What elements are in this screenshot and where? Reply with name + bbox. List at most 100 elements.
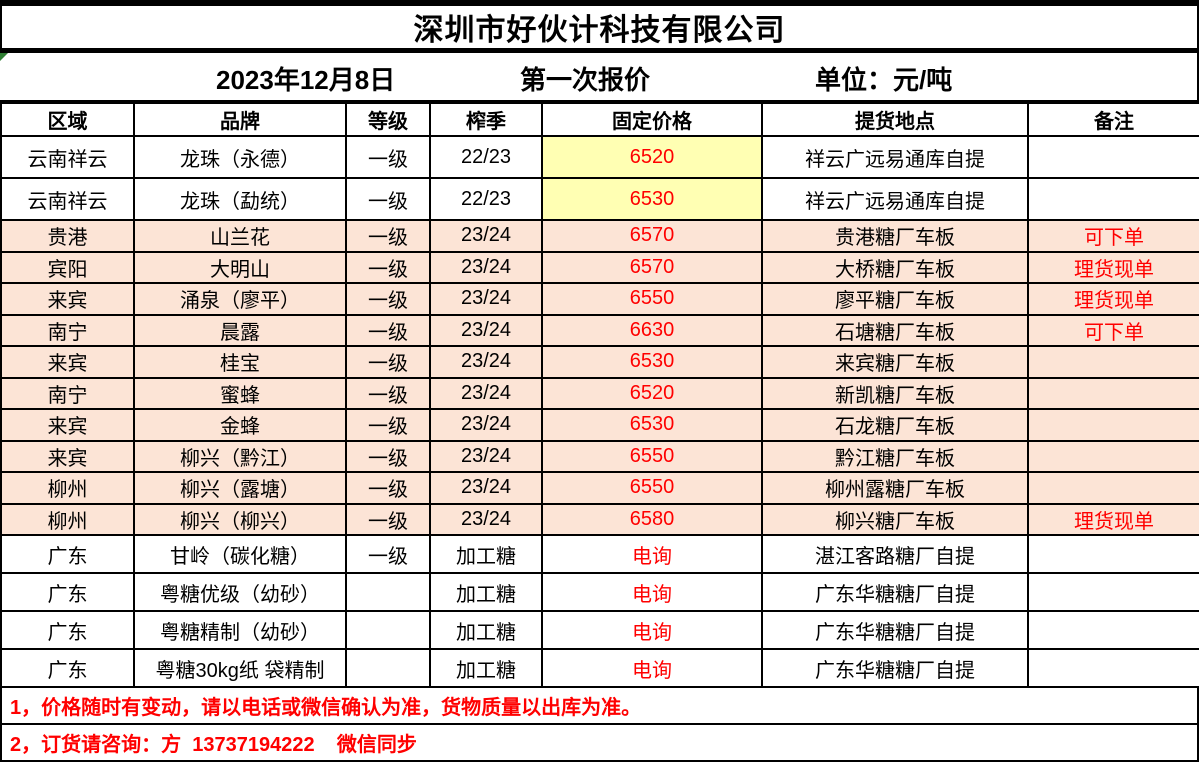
price-row: 柳州 柳兴（露塘） 一级 23/24 6550 柳州露糖厂车板 xyxy=(0,471,1199,505)
remark-cell xyxy=(1027,534,1199,574)
price-row: 广东 粤糖优级（幼砂） 加工糖 电询 广东华糖糖厂自提 xyxy=(0,572,1199,612)
price-cell: 6570 xyxy=(541,219,763,253)
brand-cell: 粤糖30kg纸 袋精制 xyxy=(133,648,347,688)
brand-cell: 涌泉（廖平） xyxy=(133,282,347,316)
region-cell: 广东 xyxy=(0,572,135,612)
grade-cell: 一级 xyxy=(345,439,431,473)
region-cell: 广东 xyxy=(0,534,135,574)
remark-cell: 理货现单 xyxy=(1027,282,1199,316)
region-cell: 来宾 xyxy=(0,282,135,316)
price-table: 区域 品牌 等级 榨季 固定价格 提货地点 备注 云南祥云 龙珠（永德） 一级 22/… xyxy=(0,102,1199,688)
company-title-row: 深圳市好伙计科技有限公司 xyxy=(0,6,1199,48)
remark-cell xyxy=(1027,376,1199,410)
price-row: 广东 粤糖精制（幼砂） 加工糖 电询 广东华糖糖厂自提 xyxy=(0,610,1199,650)
season-cell: 加工糖 xyxy=(429,534,543,574)
grade-cell: 一级 xyxy=(345,471,431,505)
pickup-cell: 来宾糖厂车板 xyxy=(761,345,1029,379)
price-row: 来宾 桂宝 一级 23/24 6530 来宾糖厂车板 xyxy=(0,345,1199,379)
unit-label: 单位：元/吨 xyxy=(815,65,953,95)
price-row: 广东 粤糖30kg纸 袋精制 加工糖 电询 广东华糖糖厂自提 xyxy=(0,648,1199,688)
region-cell: 广东 xyxy=(0,610,135,650)
price-row: 来宾 涌泉（廖平） 一级 23/24 6550 廖平糖厂车板 理货现单 xyxy=(0,282,1199,316)
brand-cell: 晨露 xyxy=(133,313,347,347)
quote-meta-row: 2023年12月8日 第一次报价 单位：元/吨 xyxy=(0,53,1199,102)
header-remark: 备注 xyxy=(1027,102,1199,137)
price-cell: 6550 xyxy=(541,439,763,473)
grade-cell: 一级 xyxy=(345,177,431,221)
remark-cell xyxy=(1027,135,1199,179)
grade-cell: 一级 xyxy=(345,250,431,284)
header-region: 区域 xyxy=(0,102,135,137)
header-grade: 等级 xyxy=(345,102,431,137)
remark-cell xyxy=(1027,345,1199,379)
region-cell: 宾阳 xyxy=(0,250,135,284)
season-cell: 23/24 xyxy=(429,376,543,410)
region-cell: 来宾 xyxy=(0,345,135,379)
remark-cell xyxy=(1027,572,1199,612)
region-cell: 柳州 xyxy=(0,502,135,536)
pickup-cell: 广东华糖糖厂自提 xyxy=(761,610,1029,650)
brand-cell: 粤糖精制（幼砂） xyxy=(133,610,347,650)
brand-cell: 甘岭（碳化糖） xyxy=(133,534,347,574)
region-cell: 云南祥云 xyxy=(0,135,135,179)
season-cell: 23/24 xyxy=(429,408,543,442)
region-cell: 贵港 xyxy=(0,219,135,253)
price-cell: 6630 xyxy=(541,313,763,347)
quote-round: 第一次报价 xyxy=(520,65,651,95)
price-row: 云南祥云 龙珠（勐统） 一级 22/23 6530 祥云广远易通库自提 xyxy=(0,177,1199,221)
price-cell: 6520 xyxy=(541,135,763,179)
region-cell: 来宾 xyxy=(0,408,135,442)
pickup-cell: 贵港糖厂车板 xyxy=(761,219,1029,253)
pickup-cell: 新凯糖厂车板 xyxy=(761,376,1029,410)
region-cell: 南宁 xyxy=(0,376,135,410)
remark-cell: 理货现单 xyxy=(1027,502,1199,536)
grade-cell: 一级 xyxy=(345,345,431,379)
price-cell: 电询 xyxy=(541,648,763,688)
grade-cell: 一级 xyxy=(345,135,431,179)
price-row: 广东 甘岭（碳化糖） 一级 加工糖 电询 湛江客路糖厂自提 xyxy=(0,534,1199,574)
header-season: 榨季 xyxy=(429,102,543,137)
grade-cell: 一级 xyxy=(345,219,431,253)
remark-cell xyxy=(1027,610,1199,650)
price-row: 宾阳 大明山 一级 23/24 6570 大桥糖厂车板 理货现单 xyxy=(0,250,1199,284)
brand-cell: 蜜蜂 xyxy=(133,376,347,410)
region-cell: 云南祥云 xyxy=(0,177,135,221)
grade-cell: 一级 xyxy=(345,408,431,442)
brand-cell: 桂宝 xyxy=(133,345,347,379)
company-title: 深圳市好伙计科技有限公司 xyxy=(413,14,786,47)
season-cell: 加工糖 xyxy=(429,610,543,650)
brand-cell: 粤糖优级（幼砂） xyxy=(133,572,347,612)
remark-cell xyxy=(1027,408,1199,442)
season-cell: 加工糖 xyxy=(429,572,543,612)
price-row: 来宾 柳兴（黔江） 一级 23/24 6550 黔江糖厂车板 xyxy=(0,439,1199,473)
region-cell: 来宾 xyxy=(0,439,135,473)
pickup-cell: 柳兴糖厂车板 xyxy=(761,502,1029,536)
price-cell: 6550 xyxy=(541,282,763,316)
header-price: 固定价格 xyxy=(541,102,763,137)
price-row: 来宾 金蜂 一级 23/24 6530 石龙糖厂车板 xyxy=(0,408,1199,442)
season-cell: 23/24 xyxy=(429,439,543,473)
price-row: 贵港 山兰花 一级 23/24 6570 贵港糖厂车板 可下单 xyxy=(0,219,1199,253)
footer-note-1: 1，价格随时有变动，请以电话或微信确认为准，货物质量以出库为准。 xyxy=(0,688,1199,725)
region-cell: 广东 xyxy=(0,648,135,688)
remark-cell xyxy=(1027,471,1199,505)
pickup-cell: 石塘糖厂车板 xyxy=(761,313,1029,347)
brand-cell: 柳兴（露塘） xyxy=(133,471,347,505)
price-cell: 电询 xyxy=(541,610,763,650)
pickup-cell: 石龙糖厂车板 xyxy=(761,408,1029,442)
grade-cell: 一级 xyxy=(345,282,431,316)
quote-date: 2023年12月8日 xyxy=(216,65,396,95)
footer-note-2: 2，订货请咨询：方 13737194222 微信同步 xyxy=(0,725,1199,762)
price-row: 云南祥云 龙珠（永德） 一级 22/23 6520 祥云广远易通库自提 xyxy=(0,135,1199,179)
season-cell: 22/23 xyxy=(429,177,543,221)
grade-cell: 一级 xyxy=(345,376,431,410)
price-cell: 6550 xyxy=(541,471,763,505)
price-row: 南宁 蜜蜂 一级 23/24 6520 新凯糖厂车板 xyxy=(0,376,1199,410)
pickup-cell: 广东华糖糖厂自提 xyxy=(761,648,1029,688)
header-row: 区域 品牌 等级 榨季 固定价格 提货地点 备注 xyxy=(0,102,1199,137)
price-cell: 6530 xyxy=(541,408,763,442)
season-cell: 22/23 xyxy=(429,135,543,179)
pickup-cell: 广东华糖糖厂自提 xyxy=(761,572,1029,612)
brand-cell: 柳兴（柳兴） xyxy=(133,502,347,536)
pickup-cell: 祥云广远易通库自提 xyxy=(761,177,1029,221)
